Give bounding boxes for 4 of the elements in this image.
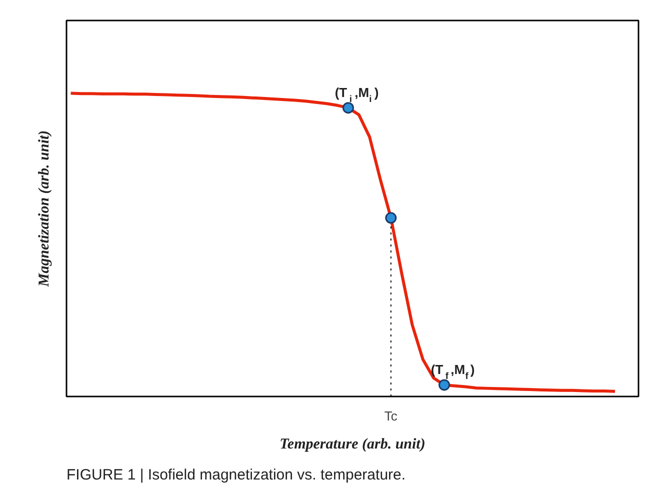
annotation: Tc xyxy=(384,408,398,424)
x-axis-title: Temperature (arb. unit) xyxy=(280,436,426,452)
caption: FIGURE 1 | Isofield magnetization vs. temperature. xyxy=(66,466,406,484)
y-axis-title: Magnetization (arb. unit) xyxy=(36,130,52,288)
